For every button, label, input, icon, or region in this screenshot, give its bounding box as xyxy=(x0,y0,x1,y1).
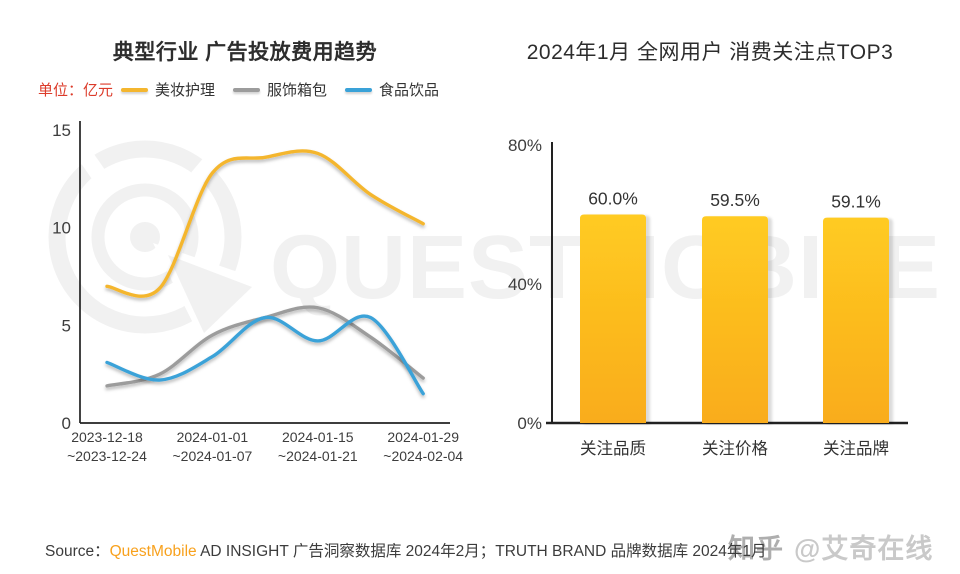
y-tick-label: 10 xyxy=(52,219,71,238)
legend-item: 服饰箱包 xyxy=(233,79,327,100)
legend-swatch xyxy=(345,87,373,92)
legend-label: 美妆护理 xyxy=(155,82,216,99)
legend-item: 食品饮品 xyxy=(345,79,439,100)
zhihu-logo-text: 知乎 xyxy=(728,534,784,564)
zhihu-watermark: 知乎 @艾奇在线 xyxy=(728,527,933,566)
x-tick-label: 2024-01-15 ~2024-01-21 xyxy=(278,429,358,464)
bar-value-label: 59.5% xyxy=(710,190,760,210)
bar-value-label: 59.1% xyxy=(831,192,881,212)
legend-swatch xyxy=(121,87,149,92)
legend-label: 服饰箱包 xyxy=(267,82,328,99)
line-chart-legend: 单位：亿元 美妆护理 服饰箱包 食品饮品 xyxy=(38,79,457,100)
bar-关注品牌 xyxy=(823,217,889,423)
y-tick-label: 80% xyxy=(508,136,542,155)
source-rest: AD INSIGHT 广告洞察数据库 2024年2月；TRUTH BRAND 品… xyxy=(196,543,767,560)
y-tick-label: 0% xyxy=(517,414,542,433)
zhihu-handle: @艾奇在线 xyxy=(794,534,934,564)
bar-category-label: 关注价格 xyxy=(702,439,769,458)
ad-spend-trend-line-chart: 0 5 10 15 2023-12-18 ~2023-12-24 2024-01-01 ~20… xyxy=(52,121,463,464)
bar-value-label: 60.0% xyxy=(588,189,638,209)
bar-关注价格 xyxy=(702,216,768,423)
source-line: Source：QuestMobile AD INSIGHT 广告洞察数据库 20… xyxy=(45,539,767,561)
line-series-美妆护理 xyxy=(105,149,425,298)
legend-label: 食品饮品 xyxy=(379,82,440,99)
x-tick-label: 2023-12-18 ~2023-12-24 xyxy=(67,429,147,464)
consumer-focus-top3-bar-chart: 0% 40% 80% 60.0% 关注品质 59.5% 关注价格 59.1% 关注品牌 xyxy=(508,136,908,458)
line-series-食品饮品 xyxy=(105,314,425,396)
y-tick-label: 15 xyxy=(52,121,71,140)
logo-tail xyxy=(168,255,252,333)
bar-chart-title: 2024年1月 全网用户 消费关注点TOP3 xyxy=(526,41,894,64)
y-tick-label: 5 xyxy=(62,316,71,335)
x-tick-label: 2024-01-01 ~2024-01-07 xyxy=(173,429,253,464)
legend-swatch xyxy=(233,87,261,92)
bar-category-label: 关注品质 xyxy=(580,439,646,458)
source-label: Source： xyxy=(45,543,110,560)
legend-item: 美妆护理 xyxy=(121,79,215,100)
bar-关注品质 xyxy=(580,214,646,423)
unit-label: 单位：亿元 xyxy=(38,82,114,99)
line-chart-title: 典型行业 广告投放费用趋势 xyxy=(112,41,378,64)
bar-category-label: 关注品牌 xyxy=(823,439,889,458)
source-brand-questmobile: QuestMobile xyxy=(109,543,197,560)
y-tick-label: 40% xyxy=(508,275,542,294)
y-tick-label: 0 xyxy=(62,414,71,433)
x-tick-label: 2024-01-29 ~2024-02-04 xyxy=(383,429,463,464)
logo-center-dot xyxy=(130,222,160,252)
questmobile-logo-watermark xyxy=(48,140,275,357)
